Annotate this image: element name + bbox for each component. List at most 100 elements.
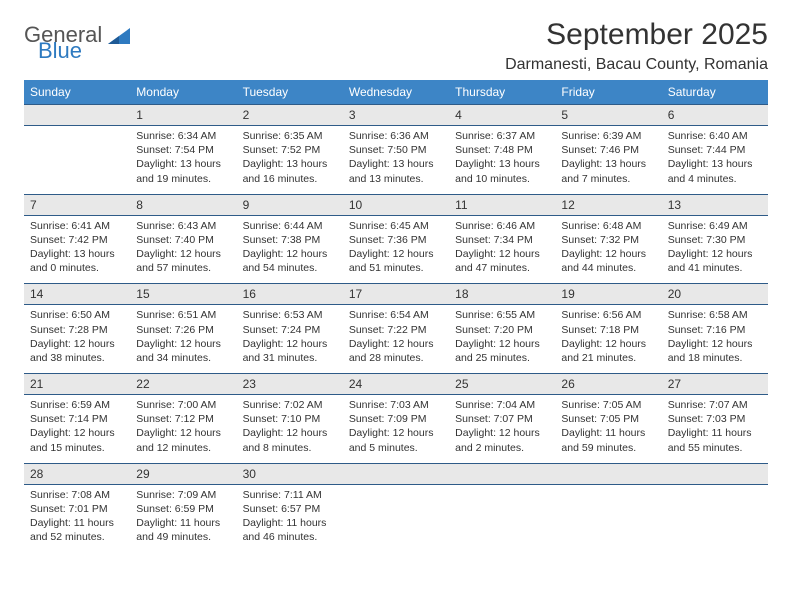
day-number: 12	[555, 195, 661, 215]
day-number: 19	[555, 284, 661, 304]
day-number: 14	[24, 284, 130, 304]
day-number: 28	[24, 464, 130, 484]
day-cell: Sunrise: 6:49 AMSunset: 7:30 PMDaylight:…	[662, 216, 768, 284]
dayl1-line: Daylight: 12 hours	[668, 337, 762, 351]
day-number: 20	[662, 284, 768, 304]
sunset-line: Sunset: 7:52 PM	[243, 143, 337, 157]
day-cell	[24, 126, 130, 194]
day-number-row: 282930	[24, 463, 768, 485]
weekday-label: Friday	[555, 80, 661, 104]
week-cells: Sunrise: 6:41 AMSunset: 7:42 PMDaylight:…	[24, 216, 768, 284]
sunset-line: Sunset: 7:03 PM	[668, 412, 762, 426]
sunrise-line: Sunrise: 7:03 AM	[349, 398, 443, 412]
dayl2-line: and 25 minutes.	[455, 351, 549, 365]
sunset-line: Sunset: 6:59 PM	[136, 502, 230, 516]
sunrise-line: Sunrise: 6:49 AM	[668, 219, 762, 233]
day-cell: Sunrise: 6:37 AMSunset: 7:48 PMDaylight:…	[449, 126, 555, 194]
dayl2-line: and 57 minutes.	[136, 261, 230, 275]
day-cell	[555, 485, 661, 553]
dayl2-line: and 4 minutes.	[668, 172, 762, 186]
dayl2-line: and 54 minutes.	[243, 261, 337, 275]
month-title: September 2025	[505, 18, 768, 52]
dayl2-line: and 31 minutes.	[243, 351, 337, 365]
logo-text: General Blue	[24, 24, 102, 62]
dayl2-line: and 59 minutes.	[561, 441, 655, 455]
sunset-line: Sunset: 7:05 PM	[561, 412, 655, 426]
sunset-line: Sunset: 6:57 PM	[243, 502, 337, 516]
sunrise-line: Sunrise: 6:40 AM	[668, 129, 762, 143]
sunrise-line: Sunrise: 7:08 AM	[30, 488, 124, 502]
sunrise-line: Sunrise: 6:37 AM	[455, 129, 549, 143]
sunrise-line: Sunrise: 6:35 AM	[243, 129, 337, 143]
dayl2-line: and 0 minutes.	[30, 261, 124, 275]
day-cell: Sunrise: 6:40 AMSunset: 7:44 PMDaylight:…	[662, 126, 768, 194]
weekday-label: Sunday	[24, 80, 130, 104]
day-number: 15	[130, 284, 236, 304]
day-cell: Sunrise: 6:36 AMSunset: 7:50 PMDaylight:…	[343, 126, 449, 194]
day-cell: Sunrise: 7:09 AMSunset: 6:59 PMDaylight:…	[130, 485, 236, 553]
dayl1-line: Daylight: 13 hours	[243, 157, 337, 171]
day-cell: Sunrise: 6:39 AMSunset: 7:46 PMDaylight:…	[555, 126, 661, 194]
dayl2-line: and 19 minutes.	[136, 172, 230, 186]
day-cell: Sunrise: 6:50 AMSunset: 7:28 PMDaylight:…	[24, 305, 130, 373]
day-number-row: 21222324252627	[24, 373, 768, 395]
dayl2-line: and 16 minutes.	[243, 172, 337, 186]
dayl1-line: Daylight: 12 hours	[136, 426, 230, 440]
dayl1-line: Daylight: 12 hours	[30, 426, 124, 440]
day-cell: Sunrise: 6:54 AMSunset: 7:22 PMDaylight:…	[343, 305, 449, 373]
sunset-line: Sunset: 7:32 PM	[561, 233, 655, 247]
day-number: 24	[343, 374, 449, 394]
day-cell: Sunrise: 6:44 AMSunset: 7:38 PMDaylight:…	[237, 216, 343, 284]
day-number	[343, 464, 449, 484]
logo: General Blue	[24, 18, 130, 62]
day-cell: Sunrise: 7:00 AMSunset: 7:12 PMDaylight:…	[130, 395, 236, 463]
dayl1-line: Daylight: 13 hours	[668, 157, 762, 171]
dayl1-line: Daylight: 12 hours	[349, 247, 443, 261]
dayl2-line: and 12 minutes.	[136, 441, 230, 455]
day-cell: Sunrise: 6:56 AMSunset: 7:18 PMDaylight:…	[555, 305, 661, 373]
sunrise-line: Sunrise: 7:05 AM	[561, 398, 655, 412]
dayl2-line: and 7 minutes.	[561, 172, 655, 186]
day-cell: Sunrise: 7:03 AMSunset: 7:09 PMDaylight:…	[343, 395, 449, 463]
sunrise-line: Sunrise: 6:43 AM	[136, 219, 230, 233]
dayl2-line: and 41 minutes.	[668, 261, 762, 275]
day-cell: Sunrise: 7:07 AMSunset: 7:03 PMDaylight:…	[662, 395, 768, 463]
sunrise-line: Sunrise: 6:51 AM	[136, 308, 230, 322]
dayl1-line: Daylight: 13 hours	[30, 247, 124, 261]
dayl1-line: Daylight: 12 hours	[243, 426, 337, 440]
day-number: 30	[237, 464, 343, 484]
sunrise-line: Sunrise: 6:58 AM	[668, 308, 762, 322]
day-number: 21	[24, 374, 130, 394]
weekday-label: Monday	[130, 80, 236, 104]
sunset-line: Sunset: 7:24 PM	[243, 323, 337, 337]
day-number: 27	[662, 374, 768, 394]
day-number	[449, 464, 555, 484]
day-number	[662, 464, 768, 484]
dayl2-line: and 5 minutes.	[349, 441, 443, 455]
dayl1-line: Daylight: 11 hours	[561, 426, 655, 440]
dayl2-line: and 51 minutes.	[349, 261, 443, 275]
day-cell: Sunrise: 7:08 AMSunset: 7:01 PMDaylight:…	[24, 485, 130, 553]
day-cell: Sunrise: 6:46 AMSunset: 7:34 PMDaylight:…	[449, 216, 555, 284]
day-number-row: 14151617181920	[24, 283, 768, 305]
day-number: 22	[130, 374, 236, 394]
day-number: 2	[237, 105, 343, 125]
dayl1-line: Daylight: 12 hours	[30, 337, 124, 351]
sunset-line: Sunset: 7:18 PM	[561, 323, 655, 337]
dayl2-line: and 55 minutes.	[668, 441, 762, 455]
week-cells: Sunrise: 6:34 AMSunset: 7:54 PMDaylight:…	[24, 126, 768, 194]
dayl1-line: Daylight: 11 hours	[668, 426, 762, 440]
day-number: 13	[662, 195, 768, 215]
sunset-line: Sunset: 7:01 PM	[30, 502, 124, 516]
sunset-line: Sunset: 7:22 PM	[349, 323, 443, 337]
day-number	[555, 464, 661, 484]
dayl2-line: and 10 minutes.	[455, 172, 549, 186]
dayl2-line: and 47 minutes.	[455, 261, 549, 275]
weekday-label: Tuesday	[237, 80, 343, 104]
sunset-line: Sunset: 7:42 PM	[30, 233, 124, 247]
dayl1-line: Daylight: 12 hours	[455, 337, 549, 351]
day-number: 16	[237, 284, 343, 304]
dayl1-line: Daylight: 12 hours	[136, 337, 230, 351]
day-cell: Sunrise: 6:35 AMSunset: 7:52 PMDaylight:…	[237, 126, 343, 194]
dayl1-line: Daylight: 12 hours	[349, 426, 443, 440]
